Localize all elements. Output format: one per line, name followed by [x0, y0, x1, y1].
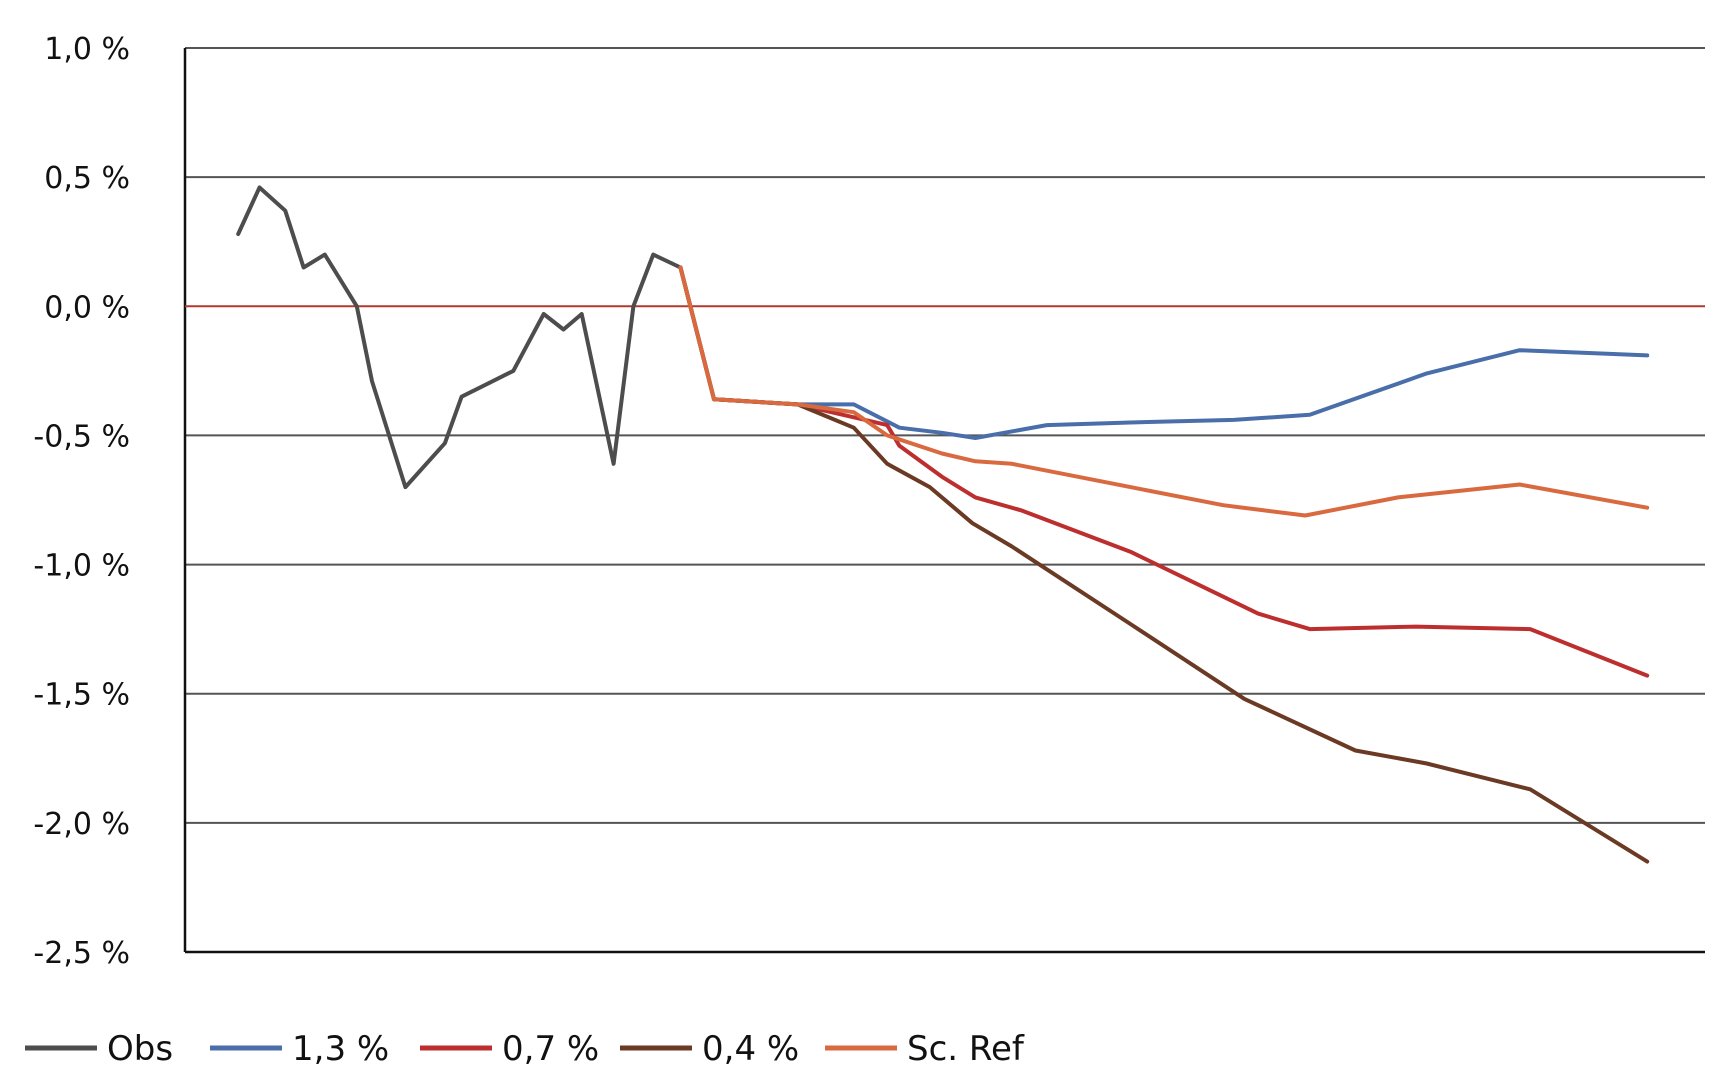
legend: Obs 1,3 % 0,7 % 0,4 % Sc. Ref [25, 1029, 1025, 1069]
series-lines [236, 185, 1650, 864]
y-tick-label: 1,0 % [44, 32, 130, 67]
y-tick-label: 0,0 % [44, 290, 130, 325]
y-tick-label: -1,0 % [33, 549, 130, 584]
legend-label: 0,7 % [502, 1029, 599, 1069]
y-axis-tick-labels: 1,0 % 0,5 % 0,0 % -0,5 % -1,0 % -1,5 % -2,0 % -… [33, 32, 130, 971]
series-line-0-4 [678, 265, 1650, 864]
y-tick-label: -0,5 % [33, 419, 130, 454]
legend-label: Sc. Ref [907, 1029, 1025, 1069]
legend-label: Obs [107, 1029, 173, 1069]
gridlines [185, 47, 1705, 824]
series-line-0-7 [678, 265, 1650, 678]
y-tick-label: -1,5 % [33, 678, 130, 713]
legend-label: 1,3 % [292, 1029, 389, 1069]
y-tick-label: -2,5 % [33, 936, 130, 971]
series-line-obs [236, 185, 683, 490]
legend-label: 0,4 % [702, 1029, 799, 1069]
y-tick-label: -2,0 % [33, 807, 130, 842]
y-tick-label: 0,5 % [44, 161, 130, 196]
series-line-sc-ref [678, 265, 1650, 518]
